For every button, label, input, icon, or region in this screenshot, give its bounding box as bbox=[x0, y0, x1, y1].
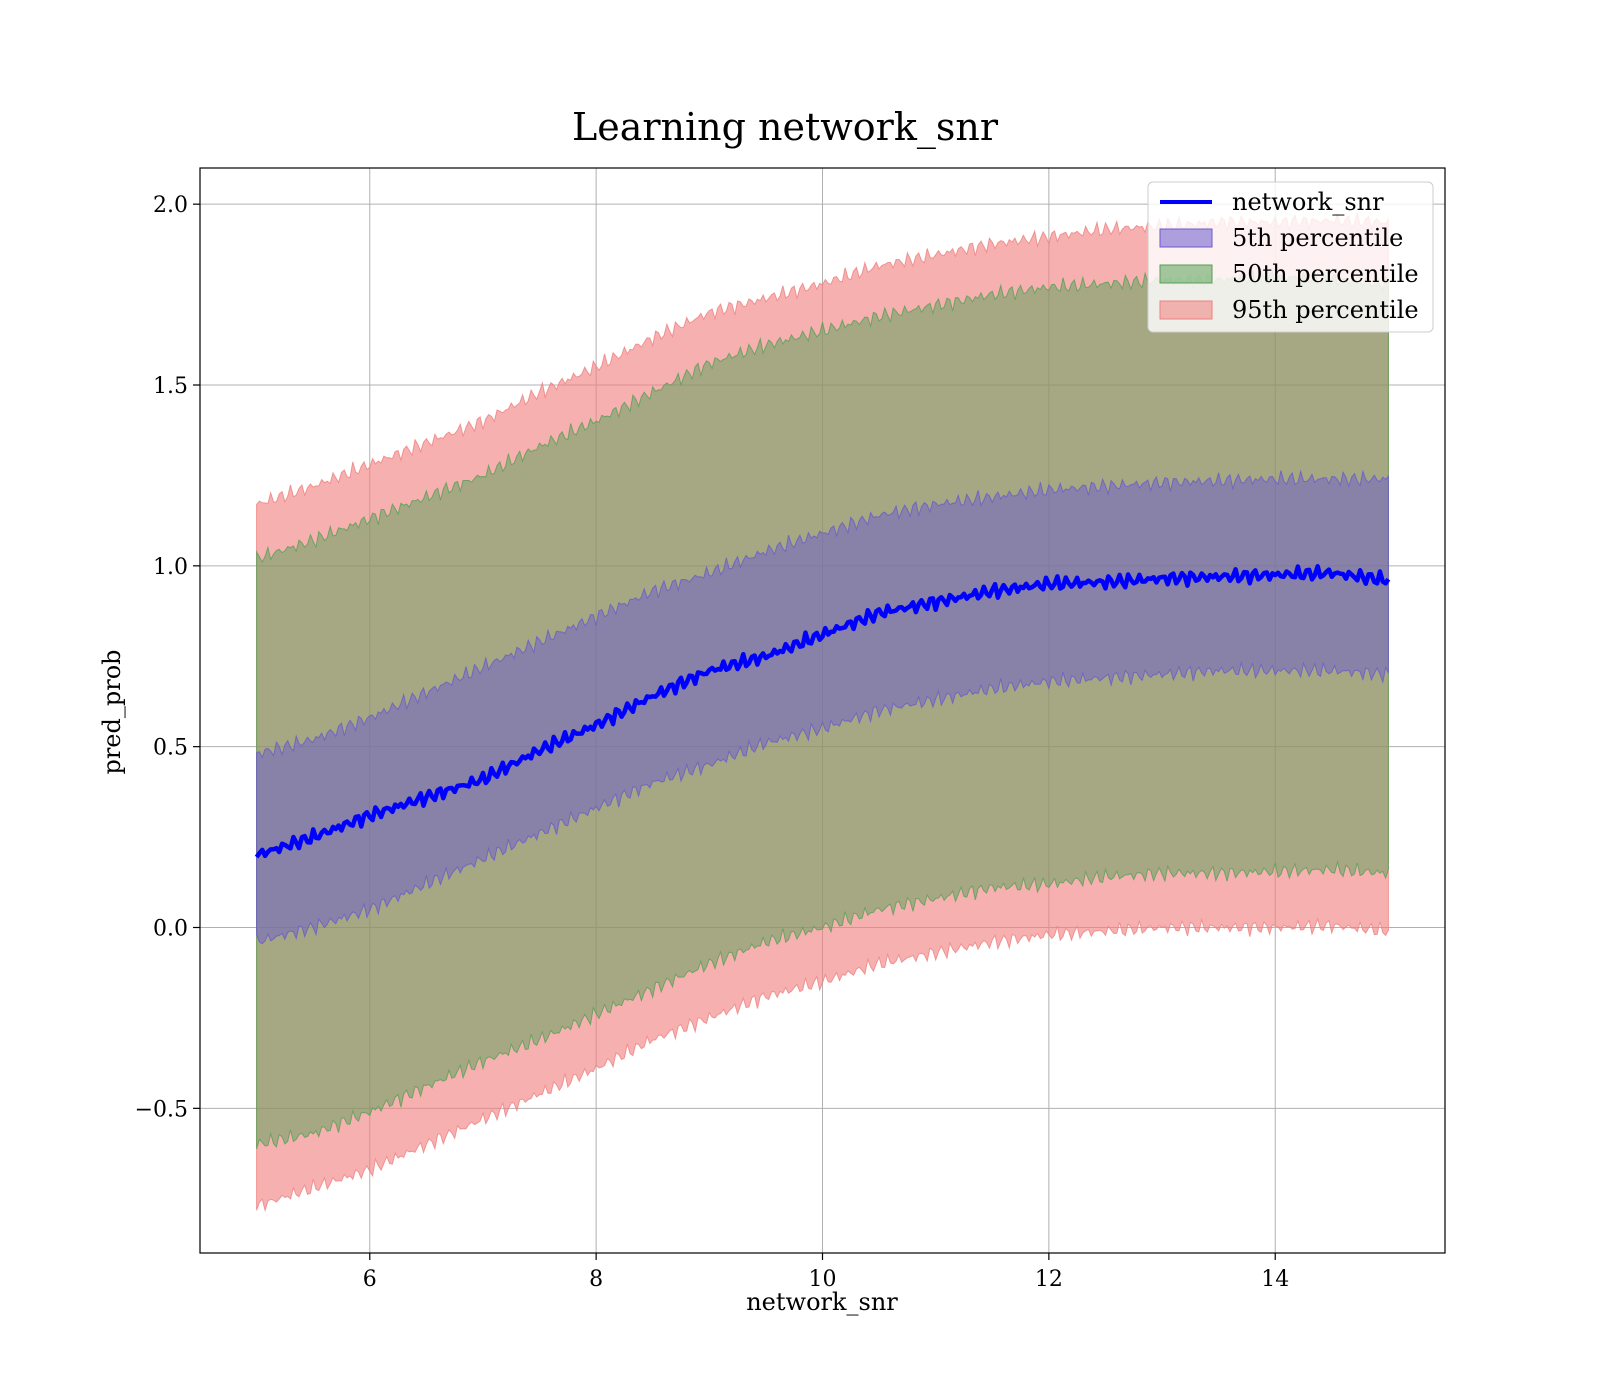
y-tick-label: −0.5 bbox=[135, 1097, 188, 1122]
mean-line bbox=[254, 564, 1391, 859]
axis-ticks: 6 8 10 12 14 −0.5 0.0 0.5 1.0 1.5 2.0 bbox=[135, 193, 1290, 1292]
y-tick-label: 1.5 bbox=[153, 374, 188, 399]
legend-label: 5th percentile bbox=[1232, 224, 1403, 252]
y-tick-label: 0.5 bbox=[153, 736, 188, 761]
chart-title: Learning network_snr bbox=[572, 105, 999, 150]
series-line-network-snr bbox=[254, 564, 1391, 859]
legend-label: 50th percentile bbox=[1232, 260, 1419, 288]
legend-label: 95th percentile bbox=[1232, 296, 1419, 324]
x-tick-label: 14 bbox=[1261, 1267, 1289, 1292]
legend-swatch-50th-percentile bbox=[1159, 264, 1213, 284]
x-tick-label: 12 bbox=[1035, 1267, 1063, 1292]
y-tick-label: 0.0 bbox=[153, 917, 188, 942]
x-tick-label: 8 bbox=[589, 1267, 603, 1292]
legend: network_snr 5th percentile 50th percentile… bbox=[1147, 181, 1434, 333]
x-tick-label: 6 bbox=[363, 1267, 377, 1292]
legend-swatch-95th-percentile bbox=[1159, 300, 1213, 320]
y-axis-title: pred_prob bbox=[98, 649, 126, 774]
legend-box bbox=[1147, 181, 1434, 333]
x-axis-title: network_snr bbox=[746, 1288, 898, 1316]
x-tick-label: 10 bbox=[809, 1267, 837, 1292]
y-tick-label: 1.0 bbox=[153, 555, 188, 580]
y-tick-label: 2.0 bbox=[153, 193, 188, 218]
legend-label: network_snr bbox=[1232, 188, 1384, 216]
legend-swatch-5th-percentile bbox=[1159, 228, 1213, 248]
